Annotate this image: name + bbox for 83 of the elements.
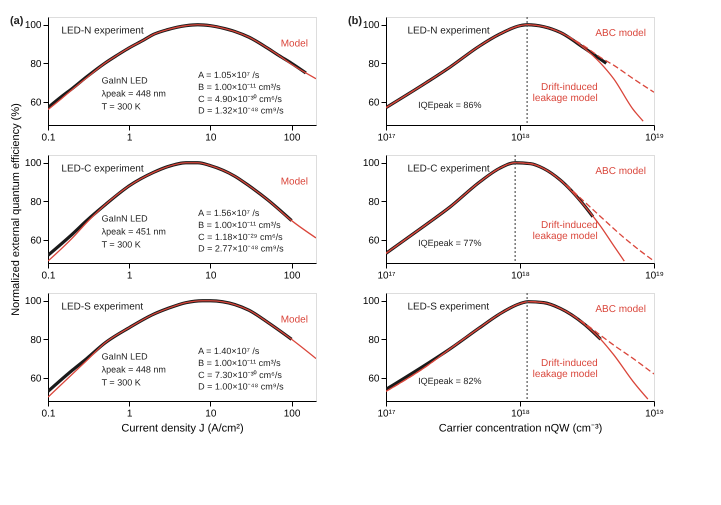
annotation: B = 1.00×10⁻¹¹ cm³/s <box>198 82 282 92</box>
y-tick-label: 60 <box>30 373 42 384</box>
x-tick-label: 10¹⁸ <box>511 408 530 420</box>
x-tick-label: 10¹⁹ <box>645 132 664 144</box>
x-tick-label: 10¹⁸ <box>511 270 530 282</box>
x-tick-label: 1 <box>126 408 133 420</box>
annotation: D = 1.00×10⁻⁴⁸ cm⁹/s <box>198 382 284 392</box>
y-tick-label: 80 <box>30 196 42 208</box>
text: (b) <box>348 14 362 27</box>
annotation: GaInN LED <box>102 351 148 362</box>
annotation: IQEpeak = 77% <box>418 238 482 248</box>
y-tick-label: 60 <box>30 235 42 246</box>
series-label: ABC model <box>595 304 646 315</box>
y-tick-label: 100 <box>362 296 380 308</box>
y-tick-label: 80 <box>368 334 380 346</box>
annotation: T = 300 K <box>102 377 141 388</box>
series-label: LED-S experiment <box>61 302 144 313</box>
series-label: Drift-induced leakage model <box>532 220 598 242</box>
x-tick-label: 1 <box>126 132 133 144</box>
x-tick-label: 10¹⁷ <box>377 408 396 420</box>
series-label: Model <box>280 176 308 188</box>
annotation: GaInN LED <box>102 75 148 86</box>
y-tick-label: 100 <box>24 296 42 308</box>
series-label: Drift-induced leakage model <box>532 82 598 104</box>
x-tick-label: 10 <box>205 270 217 282</box>
annotation: A = 1.40×10⁷ /s <box>198 346 260 356</box>
series-label: Drift-induced leakage model <box>532 358 598 380</box>
series-label: LED-C experiment <box>61 164 144 175</box>
text: (a) <box>10 14 24 27</box>
series-label: LED-S experiment <box>407 302 490 313</box>
y-tick-label: 100 <box>362 158 380 170</box>
x-tick-label: 10¹⁹ <box>645 270 664 282</box>
y-tick-label: 100 <box>24 158 42 170</box>
series-label: LED-N experiment <box>61 26 144 37</box>
x-tick-label: 10¹⁷ <box>377 132 396 144</box>
x-tick-label: 0.1 <box>42 132 56 144</box>
annotation: D = 2.77×10⁻⁴⁸ cm⁹/s <box>198 244 284 254</box>
x-axis-title: Carrier concentration nQW (cm⁻³) <box>438 422 602 434</box>
annotation: λpeak = 448 nm <box>102 364 166 374</box>
x-tick-label: 0.1 <box>42 408 56 420</box>
x-tick-label: 10 <box>205 132 217 144</box>
y-tick-label: 80 <box>368 58 380 70</box>
x-tick-label: 10 <box>205 408 217 420</box>
annotation: T = 300 K <box>102 239 141 250</box>
x-tick-label: 1 <box>126 270 133 282</box>
y-tick-label: 60 <box>368 235 380 246</box>
x-tick-label: 100 <box>284 270 301 282</box>
series-label: Model <box>280 38 308 50</box>
annotation: λpeak = 448 nm <box>102 88 166 98</box>
x-tick-label: 100 <box>284 132 301 144</box>
y-tick-label: 100 <box>362 20 380 32</box>
annotation: GaInN LED <box>102 213 148 224</box>
annotation: T = 300 K <box>102 101 141 112</box>
y-tick-label: 80 <box>368 196 380 208</box>
annotation: B = 1.00×10⁻¹¹ cm³/s <box>198 358 282 368</box>
x-tick-label: 10¹⁹ <box>645 408 664 420</box>
annotation: C = 7.30×10⁻³⁰ cm⁶/s <box>198 370 282 380</box>
annotation: IQEpeak = 82% <box>418 376 482 386</box>
x-tick-label: 100 <box>284 408 301 420</box>
annotation: C = 4.90×10⁻³⁰ cm⁶/s <box>198 94 282 104</box>
y-tick-label: 60 <box>368 97 380 108</box>
y-tick-label: 100 <box>24 20 42 32</box>
y-tick-label: 80 <box>30 334 42 346</box>
x-axis-title: Current density J (A/cm²) <box>121 422 244 434</box>
y-tick-label: 60 <box>368 373 380 384</box>
annotation: λpeak = 451 nm <box>102 226 166 236</box>
x-tick-label: 10¹⁷ <box>377 270 396 282</box>
annotation: IQEpeak = 86% <box>418 100 482 110</box>
x-tick-label: 0.1 <box>42 270 56 282</box>
series-label: LED-N experiment <box>407 26 490 37</box>
series-label: ABC model <box>595 28 646 39</box>
annotation: A = 1.05×10⁷ /s <box>198 70 260 80</box>
series-label: LED-C experiment <box>407 164 490 175</box>
annotation: A = 1.56×10⁷ /s <box>198 208 260 218</box>
y-tick-label: 80 <box>30 58 42 70</box>
annotation: C = 1.18×10⁻²⁹ cm⁶/s <box>198 232 284 242</box>
x-tick-label: 10¹⁸ <box>511 132 530 144</box>
text: ABC model <box>595 166 646 177</box>
annotation: D = 1.32×10⁻⁴⁸ cm⁹/s <box>198 106 284 116</box>
y-tick-label: 60 <box>30 97 42 108</box>
y-axis-title: Normalized external quantum efficiency (%) <box>10 103 22 316</box>
annotation: B = 1.00×10⁻¹¹ cm³/s <box>198 220 282 230</box>
series-label: Model <box>280 314 308 326</box>
